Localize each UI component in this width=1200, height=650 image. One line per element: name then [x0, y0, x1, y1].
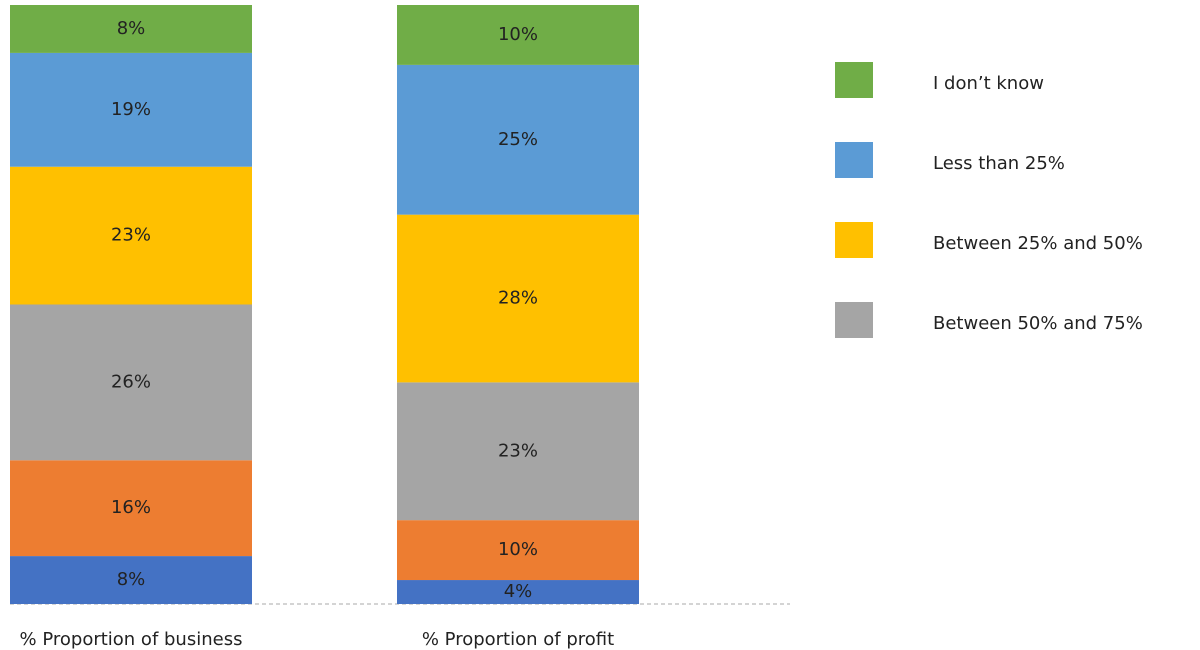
data-label: 23%	[498, 440, 538, 461]
legend-label: Less than 25%	[933, 153, 1065, 174]
data-label: 8%	[117, 18, 146, 39]
data-label: 25%	[498, 129, 538, 150]
data-label: 23%	[111, 225, 151, 246]
bar-segment	[10, 556, 252, 604]
data-label: 19%	[111, 99, 151, 120]
bar-segment	[10, 52, 252, 167]
bar-segment	[10, 5, 252, 53]
legend-swatch	[835, 142, 873, 178]
data-label: 16%	[111, 497, 151, 518]
data-label: 10%	[498, 539, 538, 560]
bar-segment	[10, 166, 252, 305]
legend-swatch	[835, 302, 873, 338]
bar-segment	[397, 580, 639, 604]
bar-segment	[10, 460, 252, 557]
legend-swatch	[835, 62, 873, 98]
data-label: 10%	[498, 24, 538, 45]
data-label: 8%	[117, 569, 146, 590]
data-label: 4%	[504, 581, 533, 602]
legend-label: Between 25% and 50%	[933, 233, 1143, 254]
bar-segment	[397, 382, 639, 521]
bar-segment	[10, 304, 252, 461]
legend-label: Between 50% and 75%	[933, 313, 1143, 334]
legend-swatch	[835, 222, 873, 258]
data-label: 28%	[498, 288, 538, 309]
legend-label: I don’t know	[933, 73, 1044, 94]
bar-segment	[397, 64, 639, 215]
data-label: 26%	[111, 371, 151, 392]
x-tick-label: % Proportion of profit	[422, 629, 614, 650]
bar-segment	[397, 214, 639, 383]
bar-segment	[397, 520, 639, 581]
bar-segment	[397, 5, 639, 65]
x-tick-label: % Proportion of business	[20, 629, 243, 650]
